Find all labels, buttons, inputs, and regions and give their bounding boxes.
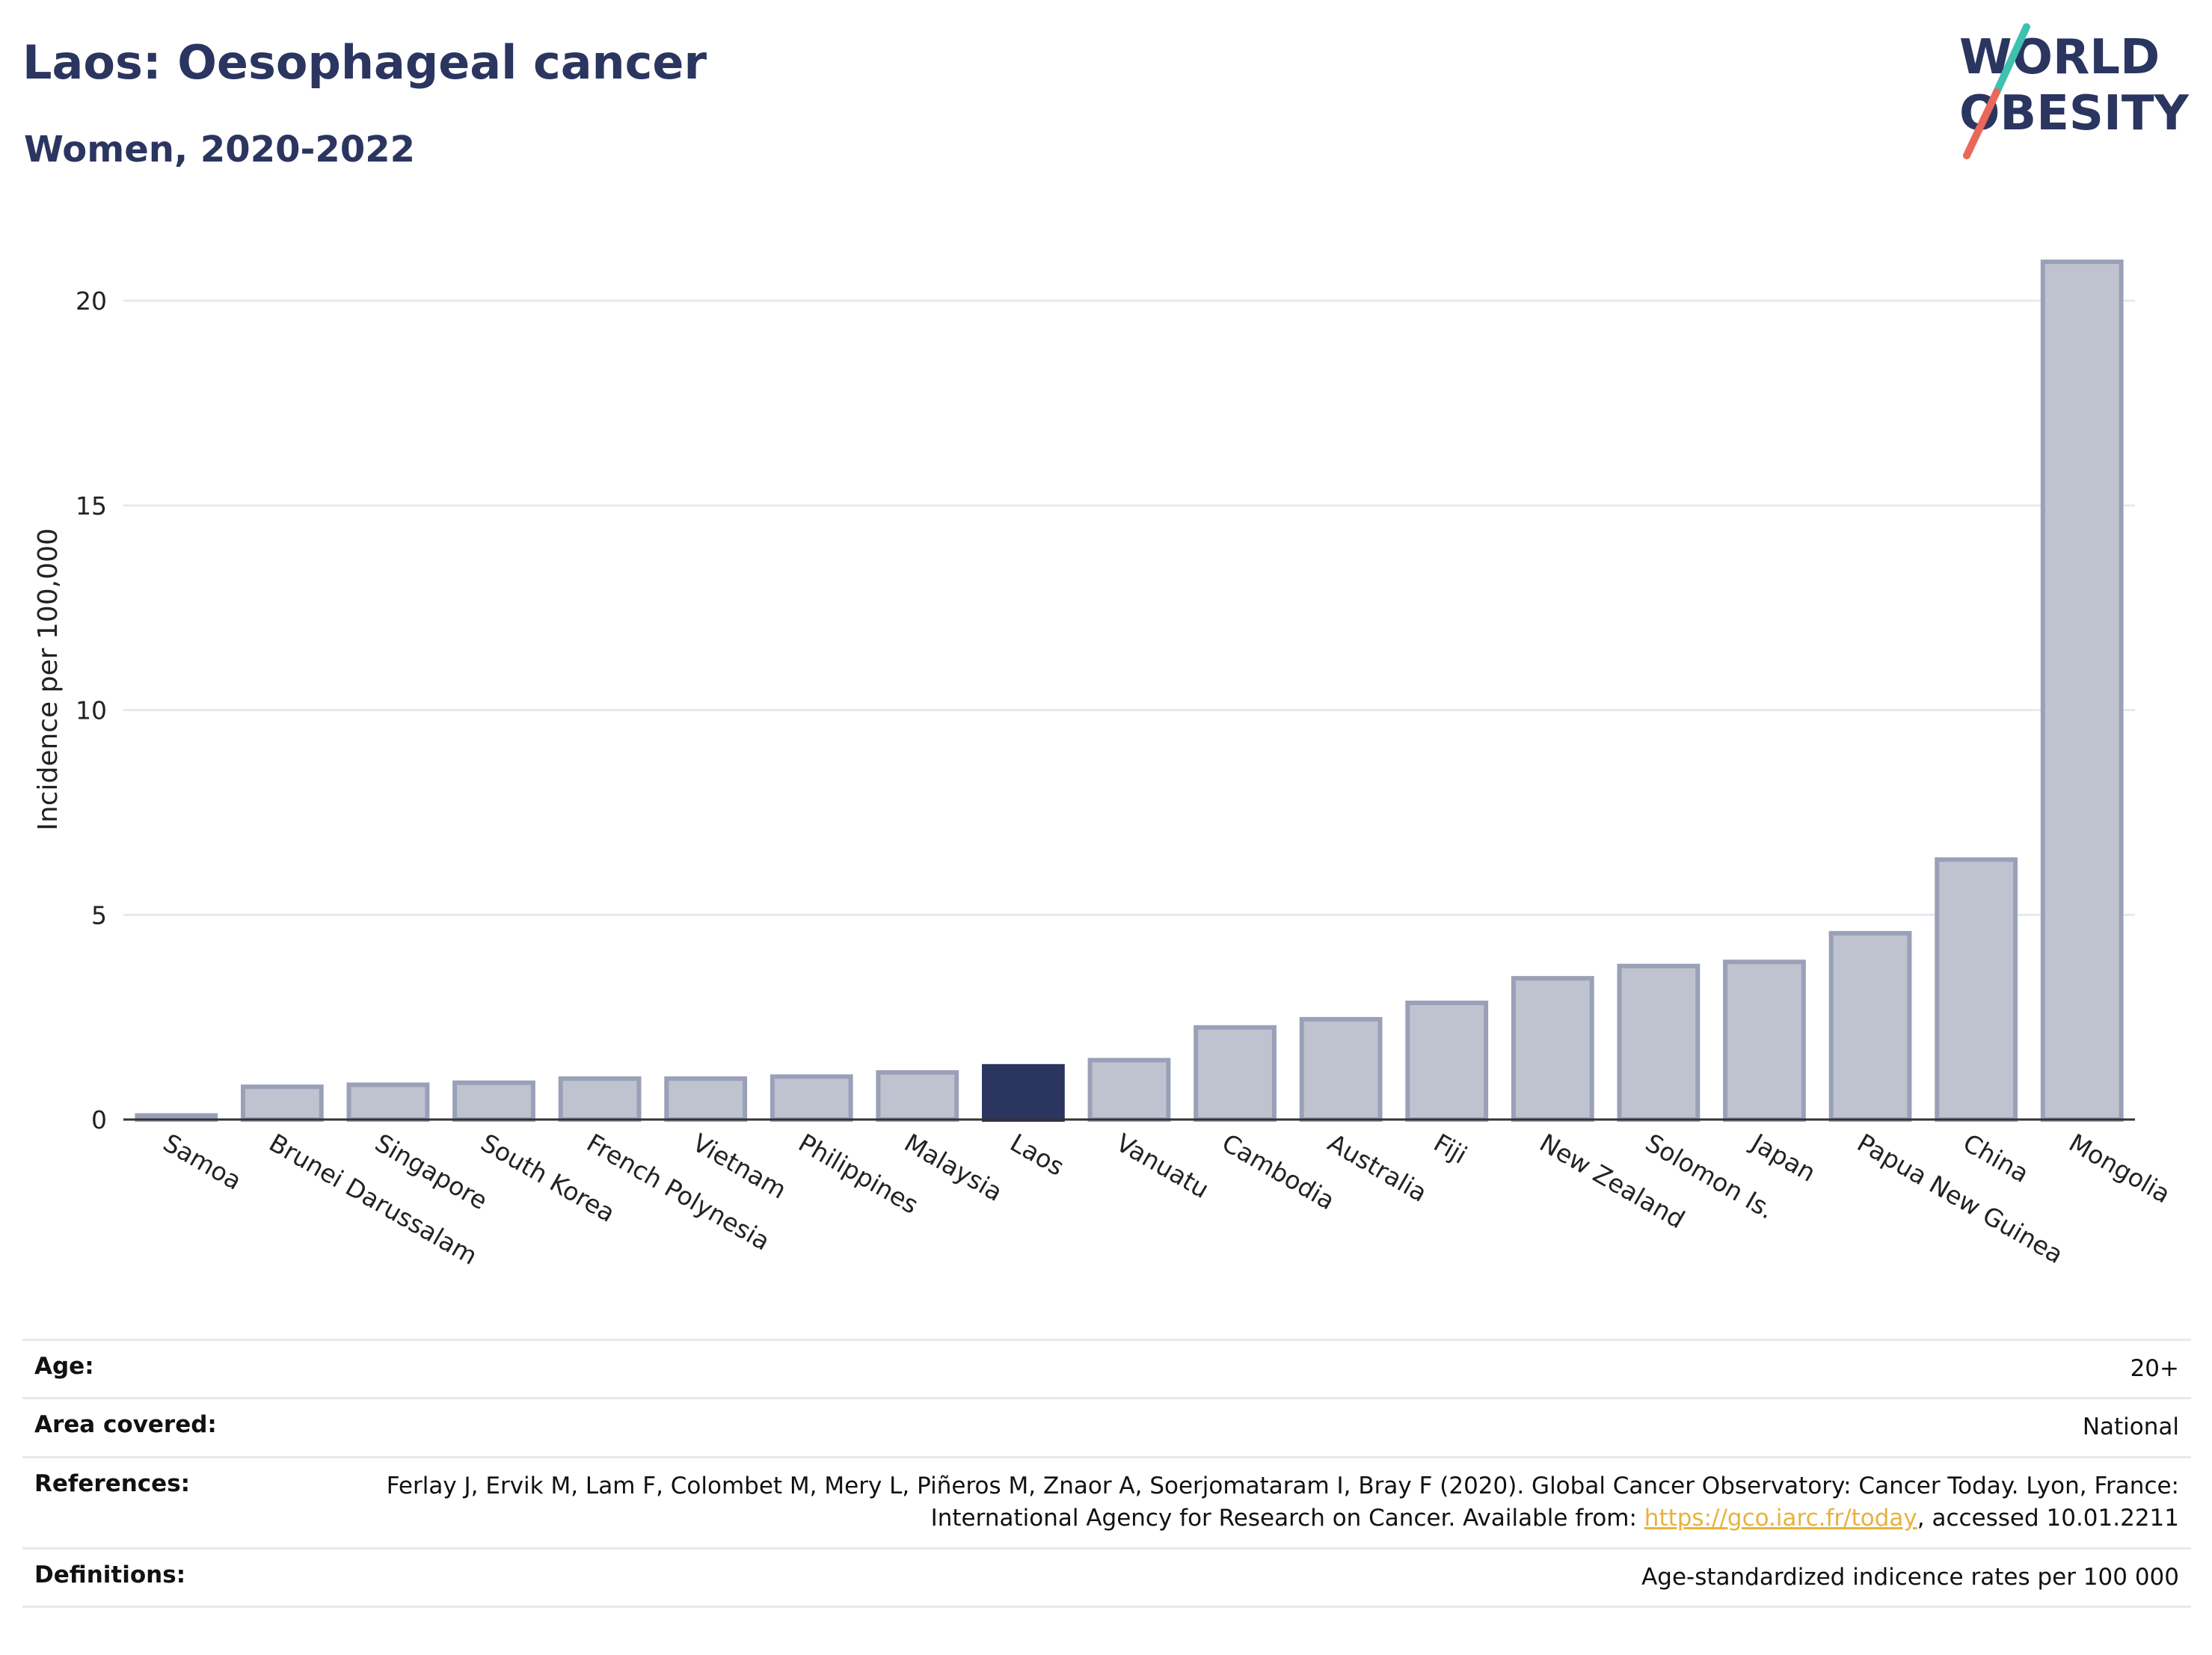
- x-tick-label: Australia: [1323, 1128, 1432, 1208]
- info-value: Age-standardized indicence rates per 100…: [1641, 1563, 2179, 1591]
- info-key: Definitions:: [34, 1561, 186, 1588]
- bar: [1828, 930, 1912, 1122]
- x-tick-label: Cambodia: [1217, 1128, 1340, 1215]
- reference-text: Ferlay J, Ervik M, Lam F, Colombet M, Me…: [386, 1472, 2179, 1532]
- info-key: Age:: [34, 1353, 94, 1380]
- info-row-area: Area covered: National: [22, 1398, 2191, 1457]
- info-table: Age: 20+ Area covered: National Referenc…: [22, 1339, 2191, 1608]
- bar: [664, 1076, 748, 1123]
- bar: [1299, 1016, 1383, 1122]
- x-tick-label: China: [1958, 1128, 2034, 1188]
- chart-subtitle: Women, 2020-2022: [24, 129, 416, 171]
- y-axis-label: Incidence per 100,000: [33, 528, 64, 831]
- info-key: Area covered:: [34, 1411, 217, 1439]
- bar: [240, 1084, 324, 1123]
- bar: [2040, 260, 2124, 1123]
- logo-accent-red: [1963, 88, 2000, 159]
- bar: [1935, 857, 2018, 1122]
- info-row-age: Age: 20+: [22, 1339, 2191, 1398]
- bar: [1087, 1057, 1171, 1123]
- info-value: 20+: [2130, 1355, 2179, 1382]
- bar: [452, 1080, 535, 1122]
- info-row-definitions: Definitions: Age-standardized indicence …: [22, 1548, 2191, 1607]
- bar: [558, 1076, 642, 1123]
- x-tick-label: Philippines: [793, 1128, 923, 1220]
- chart-title: Laos: Oesophageal cancer: [22, 35, 707, 90]
- info-value: Ferlay J, Ervik M, Lam F, Colombet M, Me…: [345, 1457, 2191, 1548]
- bar: [876, 1070, 959, 1123]
- logo-accent-teal: [1993, 23, 2030, 96]
- info-key: References:: [34, 1470, 191, 1497]
- x-tick-label: Japan: [1745, 1127, 1821, 1188]
- y-tick-label: 0: [91, 1105, 107, 1134]
- bar: [1617, 963, 1701, 1123]
- x-tick-label: Mongolia: [2064, 1128, 2175, 1209]
- y-tick-label: 10: [76, 696, 107, 725]
- x-tick-label: Fiji: [1429, 1128, 1472, 1170]
- info-value: National: [2082, 1413, 2179, 1441]
- x-tick-label: Laos: [1005, 1128, 1069, 1182]
- bar: [1405, 1000, 1489, 1123]
- bar: [769, 1074, 853, 1122]
- bar: [1193, 1025, 1276, 1122]
- bar: [1723, 959, 1806, 1122]
- info-row-references: References: Ferlay J, Ervik M, Lam F, Co…: [22, 1457, 2191, 1548]
- bar: [346, 1082, 430, 1122]
- x-tick-label: Vanuatu: [1111, 1128, 1214, 1204]
- bar: [1511, 976, 1594, 1123]
- reference-link[interactable]: https://gco.iarc.fr/today: [1644, 1505, 1917, 1532]
- reference-suffix: , accessed 10.01.2211: [1917, 1505, 2179, 1532]
- x-tick-label: Samoa: [159, 1128, 247, 1196]
- y-tick-label: 5: [91, 900, 107, 930]
- y-tick-label: 15: [76, 491, 107, 521]
- world-obesity-logo: WORLD OBESITY: [1959, 23, 2189, 159]
- x-tick-label: French Polynesia: [582, 1128, 775, 1256]
- bar: [982, 1063, 1065, 1122]
- logo-line-1: WORLD: [1959, 30, 2160, 85]
- y-tick-label: 20: [76, 286, 107, 316]
